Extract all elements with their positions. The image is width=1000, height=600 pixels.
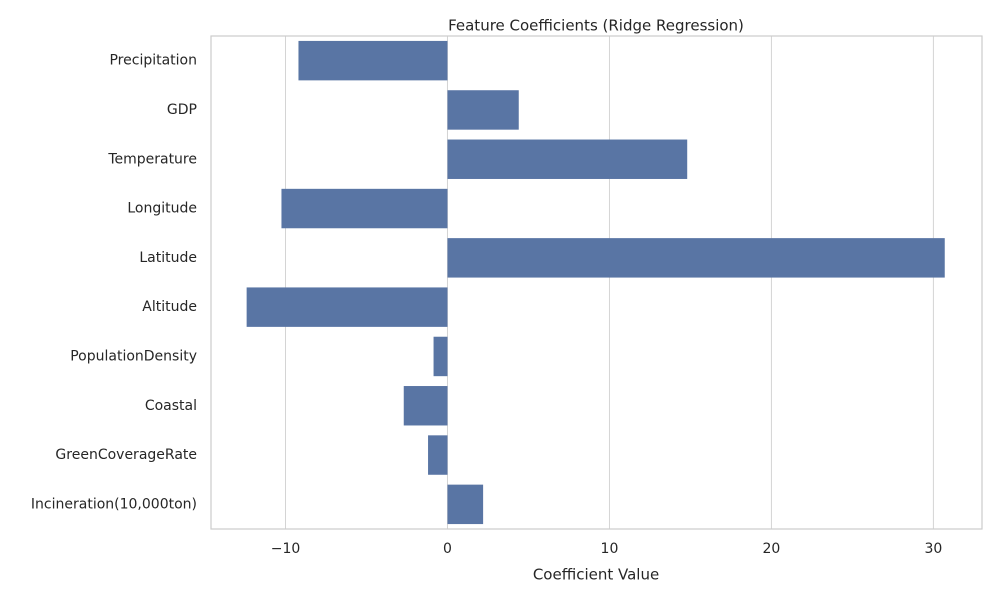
y-tick-label: Latitude (139, 250, 197, 266)
y-tick-label: GreenCoverageRate (55, 447, 197, 463)
bar (403, 386, 448, 426)
bar (447, 484, 484, 525)
plot-frame (210, 35, 983, 530)
x-tick-label: 20 (763, 541, 781, 557)
y-tick-label: GDP (167, 102, 197, 118)
y-tick-label: Temperature (107, 151, 197, 167)
y-tick-label: Incineration(10,000ton) (31, 496, 197, 512)
x-tick-label: 0 (443, 541, 452, 557)
x-tick-label: 10 (601, 541, 619, 557)
x-axis-label: Coefficient Value (533, 566, 659, 584)
y-tick-label: Longitude (127, 201, 197, 217)
y-tick-label: Precipitation (109, 53, 197, 69)
x-tick-label: 30 (924, 541, 942, 557)
bar (298, 40, 448, 81)
bar (433, 336, 448, 377)
y-tick-label: PopulationDensity (70, 348, 197, 364)
bar (447, 139, 688, 179)
bar (281, 188, 448, 229)
bar (246, 287, 448, 327)
x-tick-label: −10 (271, 541, 301, 557)
y-tick-label: Coastal (145, 398, 197, 414)
bar (428, 435, 448, 475)
chart-title: Feature Coefficients (Ridge Regression) (448, 17, 744, 35)
bar (447, 238, 945, 278)
y-tick-label: Altitude (142, 299, 197, 315)
bar (447, 90, 519, 130)
